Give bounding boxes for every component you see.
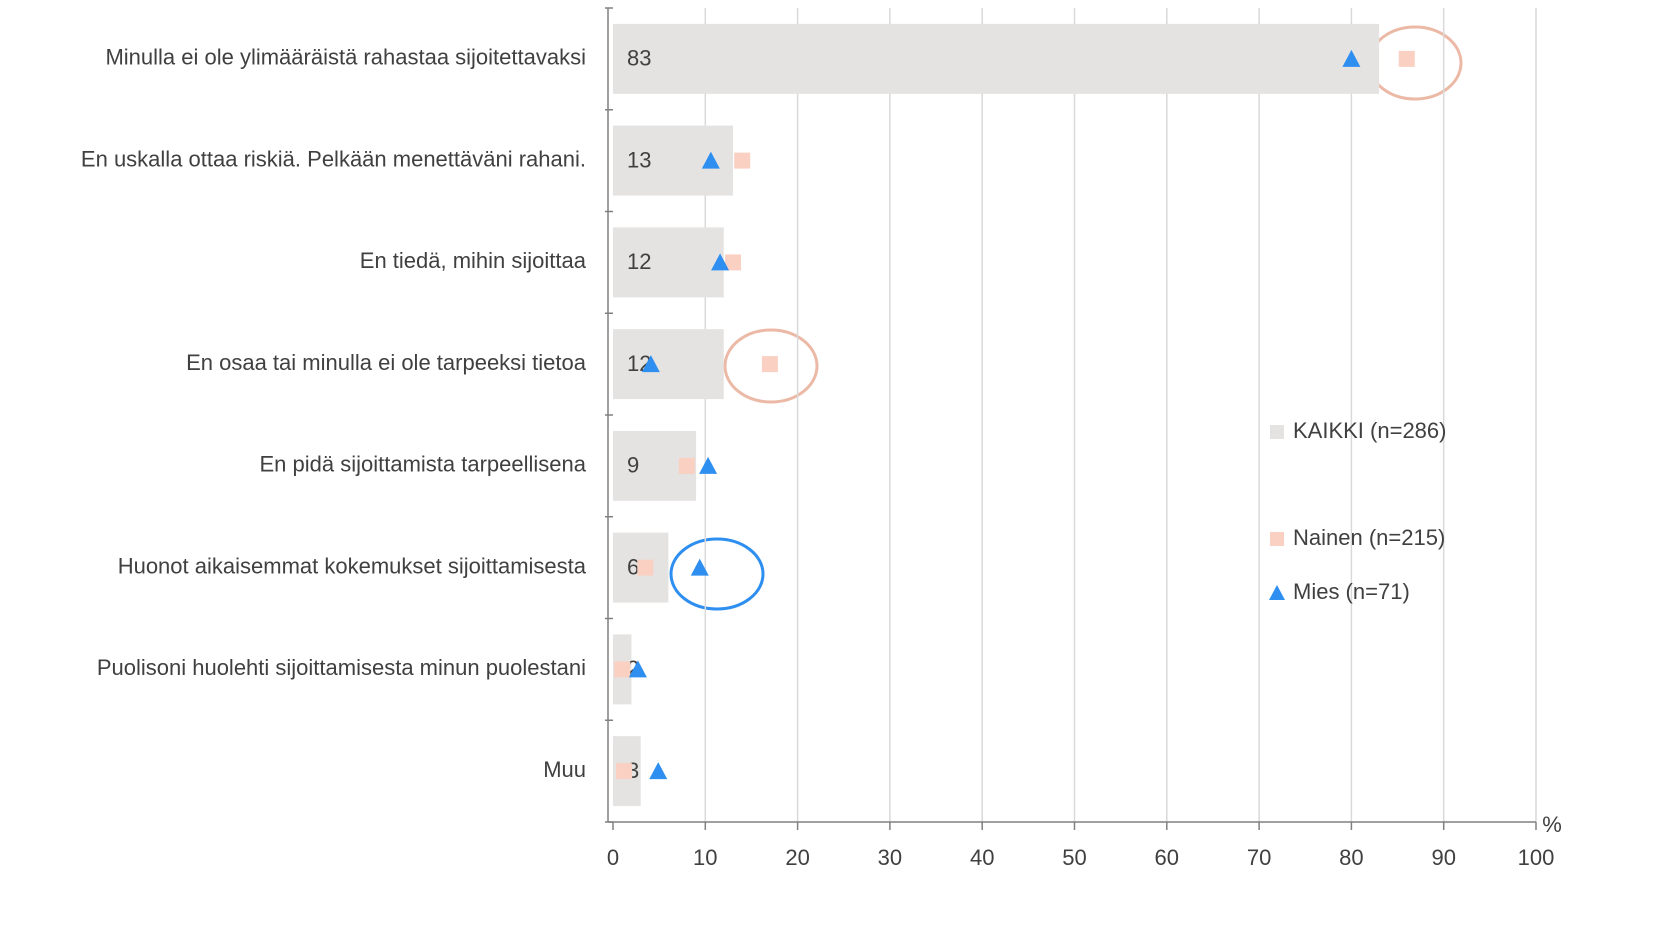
marker-square xyxy=(761,356,778,373)
highlight-ellipse xyxy=(723,328,819,404)
marker-triangle xyxy=(711,253,730,271)
bar xyxy=(613,329,724,400)
highlight-ellipse xyxy=(1367,25,1463,101)
x-tick-label: 10 xyxy=(693,845,717,870)
y-tick-label: Minulla ei ole ylimääräistä rahastaa sij… xyxy=(105,45,586,70)
y-tick-label: Huonot aikaisemmat kokemukset sijoittami… xyxy=(118,553,587,578)
marker-square xyxy=(678,457,695,474)
marker-triangle xyxy=(649,762,668,780)
marker-triangle xyxy=(641,355,660,373)
legend-label: KAIKKI (n=286) xyxy=(1293,418,1446,443)
marker-triangle xyxy=(690,558,709,576)
data-label: 9 xyxy=(627,453,639,478)
y-tick-label: Puolisoni huolehti sijoittamisesta minun… xyxy=(97,655,586,680)
marker-square xyxy=(637,559,654,576)
legend-swatch xyxy=(1270,425,1284,439)
x-tick-label: 60 xyxy=(1155,845,1179,870)
legend-label: Nainen (n=215) xyxy=(1293,525,1445,550)
marker-square xyxy=(614,661,631,678)
x-tick-label: 50 xyxy=(1062,845,1086,870)
y-tick-label: En uskalla ottaa riskiä. Pelkään menettä… xyxy=(81,146,586,171)
bar xyxy=(613,23,1380,94)
bar xyxy=(613,227,724,298)
x-tick-label: 40 xyxy=(970,845,994,870)
x-tick-label: 30 xyxy=(878,845,902,870)
marker-triangle xyxy=(699,456,718,474)
x-axis-label: % xyxy=(1542,812,1562,837)
x-tick-label: 0 xyxy=(607,845,619,870)
x-tick-label: 90 xyxy=(1431,845,1455,870)
marker-square xyxy=(616,763,633,780)
legend-swatch xyxy=(1270,532,1284,546)
marker-square xyxy=(724,254,741,271)
y-tick-label: En pidä sijoittamista tarpeellisena xyxy=(259,452,586,477)
data-label: 12 xyxy=(627,249,651,274)
legend-label: Mies (n=71) xyxy=(1293,579,1410,604)
data-label: 6 xyxy=(627,554,639,579)
marker-triangle xyxy=(628,660,647,678)
x-tick-label: 80 xyxy=(1339,845,1363,870)
y-tick-label: En osaa tai minulla ei ole tarpeeksi tie… xyxy=(186,350,587,375)
marker-triangle xyxy=(701,151,720,169)
data-label: 83 xyxy=(627,46,651,71)
x-tick-label: 70 xyxy=(1247,845,1271,870)
y-tick-label: En tiedä, mihin sijoittaa xyxy=(360,248,587,273)
legend-swatch xyxy=(1269,585,1285,600)
marker-square xyxy=(734,152,751,169)
data-label: 13 xyxy=(627,147,651,172)
marker-triangle xyxy=(1342,49,1361,67)
highlight-ellipse xyxy=(669,537,765,611)
x-tick-label: 100 xyxy=(1518,845,1555,870)
marker-square xyxy=(1398,50,1415,67)
y-tick-label: Muu xyxy=(543,757,586,782)
x-tick-label: 20 xyxy=(785,845,809,870)
